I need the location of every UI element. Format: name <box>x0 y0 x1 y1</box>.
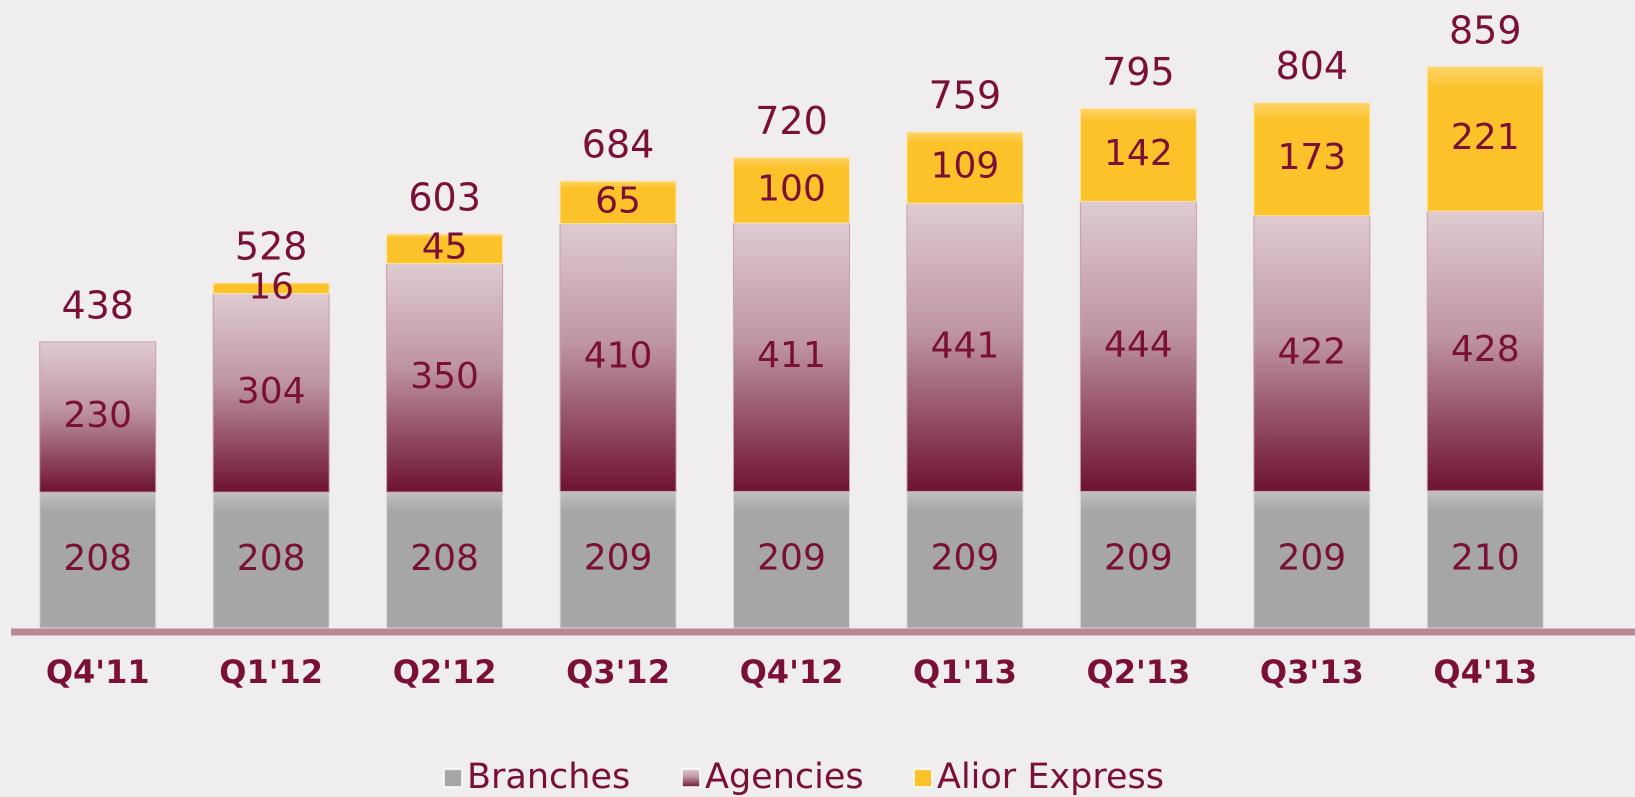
x-tick-label: Q2'12 <box>393 653 497 691</box>
segment-label: 209 <box>931 538 1000 579</box>
segment-label: 422 <box>1277 332 1346 373</box>
total-label: 759 <box>929 74 1002 118</box>
x-tick-label: Q2'13 <box>1086 653 1190 691</box>
x-tick-label: Q4'11 <box>46 653 150 691</box>
segment-label: 142 <box>1104 133 1173 174</box>
legend-label: Agencies <box>705 757 864 797</box>
total-label: 720 <box>755 99 828 143</box>
segment-label: 65 <box>595 180 641 221</box>
segment-label: 173 <box>1277 137 1346 178</box>
segment-label: 428 <box>1451 329 1520 370</box>
x-tick-label: Q4'12 <box>740 653 844 691</box>
legend-label: Branches <box>467 757 630 797</box>
x-tick-label: Q3'13 <box>1260 653 1364 691</box>
segment-label: 230 <box>63 395 132 436</box>
total-label: 795 <box>1102 50 1175 94</box>
segment-label: 109 <box>931 146 1000 187</box>
segment-label: 16 <box>248 266 294 307</box>
legend-marker <box>914 769 932 787</box>
segment-label: 210 <box>1451 537 1520 578</box>
legend-marker <box>682 769 700 787</box>
segment-label: 410 <box>584 336 653 377</box>
total-label: 438 <box>61 283 134 327</box>
segment-label: 441 <box>931 325 1000 366</box>
segment-label: 208 <box>63 538 132 579</box>
segment-label: 209 <box>1104 538 1173 579</box>
segment-label: 221 <box>1451 117 1520 158</box>
legend-label: Alior Express <box>937 757 1164 797</box>
segment-label: 100 <box>757 168 826 209</box>
legend-marker <box>444 769 462 787</box>
x-tick-label: Q1'13 <box>913 653 1017 691</box>
total-label: 859 <box>1449 8 1522 52</box>
segment-label: 411 <box>757 335 826 376</box>
segment-label: 304 <box>237 371 306 412</box>
segment-label: 444 <box>1104 324 1173 365</box>
segment-label: 208 <box>410 538 479 579</box>
segment-label: 209 <box>757 538 826 579</box>
x-tick-label: Q4'13 <box>1433 653 1537 691</box>
chart: 208 230 438 Q4'11 208 304 16528 Q1'12 208 350 45 60… <box>0 0 1635 797</box>
total-label: 804 <box>1276 44 1349 88</box>
segment-label: 209 <box>584 538 653 579</box>
segment-label: 208 <box>237 538 306 579</box>
segment-label: 45 <box>422 227 468 268</box>
x-tick-label: Q1'12 <box>219 653 323 691</box>
x-tick-label: Q3'12 <box>566 653 670 691</box>
segment-label: 209 <box>1277 538 1346 579</box>
total-label: 603 <box>408 176 481 220</box>
segment-label: 350 <box>410 356 479 397</box>
total-label: 528 <box>235 225 308 269</box>
total-label: 684 <box>582 123 655 167</box>
